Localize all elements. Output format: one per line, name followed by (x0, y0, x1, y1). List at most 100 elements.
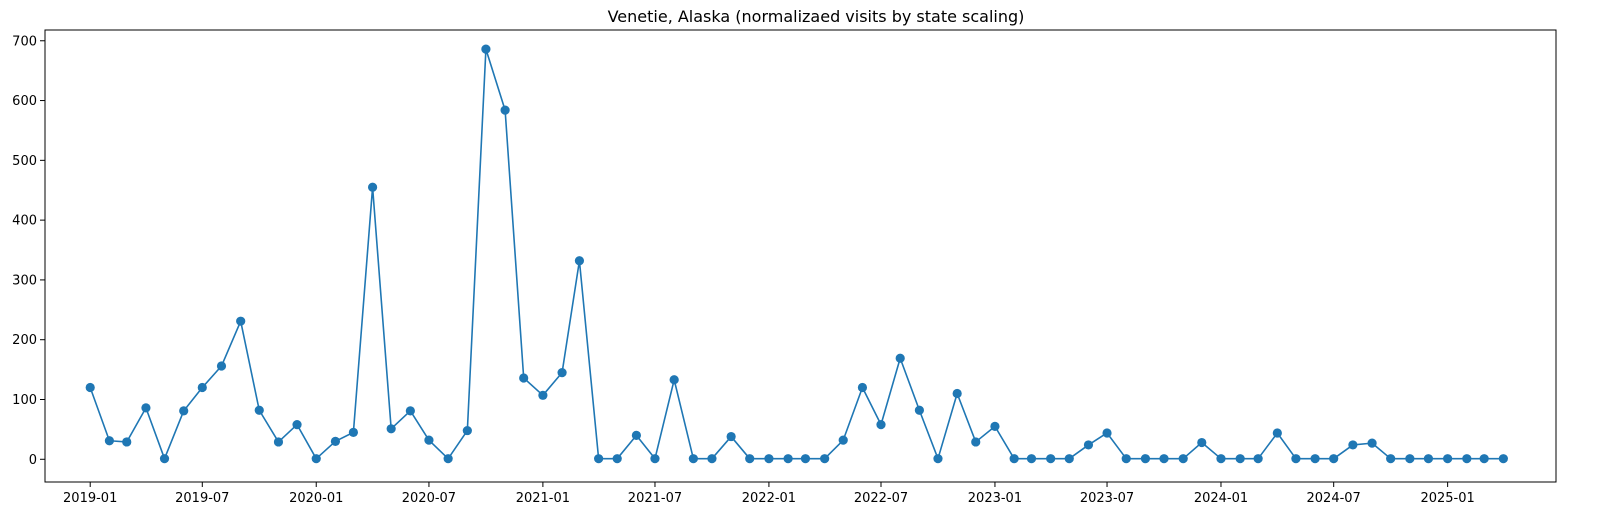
data-point (1216, 454, 1226, 464)
data-point (952, 388, 962, 399)
y-tick-label: 100 (12, 393, 37, 408)
series-line (89, 48, 1504, 460)
data-point (216, 361, 227, 371)
data-point (1443, 454, 1453, 464)
x-tick-label: 2019-01 (63, 491, 117, 506)
x-tick-label: 2023-07 (1080, 491, 1134, 506)
data-point (857, 382, 868, 393)
data-point (838, 435, 848, 445)
data-point (1159, 454, 1169, 464)
y-tick-label: 400 (12, 214, 37, 229)
data-point (1009, 454, 1019, 464)
x-tick-label: 2025-01 (1420, 491, 1474, 506)
data-point (1064, 454, 1074, 464)
data-point (348, 427, 358, 437)
plot-frame (44, 29, 1557, 483)
data-point (574, 256, 585, 266)
data-point (1367, 438, 1377, 448)
data-point (1253, 454, 1263, 464)
x-tick-label: 2019-07 (175, 491, 229, 506)
plot-area: 0 100 200 300 400 500 600 700 2019-01 2019-07 2020… (12, 34, 1508, 506)
data-point (1235, 454, 1245, 464)
x-tick-label: 2021-07 (628, 491, 682, 506)
data-point (311, 454, 321, 464)
data-point (481, 44, 491, 54)
data-point (197, 382, 207, 393)
y-tick-label: 500 (12, 154, 37, 169)
data-point (1197, 437, 1207, 448)
y-tick-label: 300 (12, 273, 37, 288)
data-point (141, 403, 151, 413)
data-point (1386, 454, 1396, 464)
data-point (914, 405, 925, 415)
data-point (122, 437, 132, 447)
data-point (1329, 454, 1339, 464)
data-point (895, 353, 905, 363)
data-point (179, 406, 189, 416)
data-point (292, 420, 302, 430)
y-tick-label: 200 (12, 333, 37, 348)
data-point (1348, 440, 1358, 450)
data-point (764, 454, 774, 464)
data-point (557, 367, 567, 378)
data-point (971, 437, 981, 447)
x-tick-label: 2022-07 (854, 491, 908, 506)
data-point (1291, 454, 1301, 464)
data-point (745, 454, 755, 464)
data-point (159, 454, 170, 464)
x-tick-label: 2024-01 (1194, 491, 1248, 506)
data-point (367, 182, 378, 192)
data-point (820, 454, 830, 464)
data-point (104, 436, 114, 446)
data-point (1272, 428, 1282, 438)
data-point (783, 454, 793, 464)
data-point (1178, 454, 1188, 464)
data-point (1083, 440, 1094, 450)
data-point (386, 424, 396, 434)
data-point (330, 436, 341, 446)
data-point (1026, 454, 1037, 464)
data-point (500, 105, 510, 115)
data-point (405, 406, 415, 416)
data-point (1310, 454, 1320, 464)
data-point (1405, 454, 1415, 464)
data-point (85, 382, 95, 393)
data-point (650, 454, 660, 464)
data-point (1423, 454, 1434, 464)
x-tick-label: 2024-07 (1307, 491, 1361, 506)
data-point (1479, 454, 1489, 464)
data-point (1046, 454, 1056, 464)
data-point (1102, 428, 1112, 438)
data-point (273, 437, 284, 447)
y-tick-label: 700 (12, 34, 37, 49)
data-point (800, 454, 811, 464)
data-point (594, 454, 604, 464)
data-point (1121, 454, 1131, 464)
data-point (726, 431, 736, 442)
data-point (1498, 454, 1508, 464)
x-tick-label: 2020-07 (402, 491, 456, 506)
data-point (688, 454, 698, 464)
data-point (1462, 454, 1472, 464)
x-tick-label: 2023-01 (968, 491, 1022, 506)
data-point (933, 454, 943, 464)
data-point (707, 454, 717, 464)
data-point (519, 373, 529, 383)
x-tick-label: 2021-01 (516, 491, 570, 506)
y-tick-label: 0 (29, 453, 37, 468)
x-tick-label: 2022-01 (742, 491, 796, 506)
data-point (1140, 454, 1151, 464)
data-point (443, 454, 453, 464)
data-point (236, 316, 246, 326)
data-point (876, 420, 886, 430)
data-point (538, 390, 548, 400)
chart-title: Venetie, Alaska (normalizaed visits by s… (608, 7, 1025, 26)
data-point (424, 435, 434, 445)
x-tick-label: 2020-01 (289, 491, 343, 506)
data-point (990, 421, 1000, 431)
data-point (669, 375, 679, 385)
data-point (631, 430, 642, 440)
data-point (254, 405, 264, 415)
